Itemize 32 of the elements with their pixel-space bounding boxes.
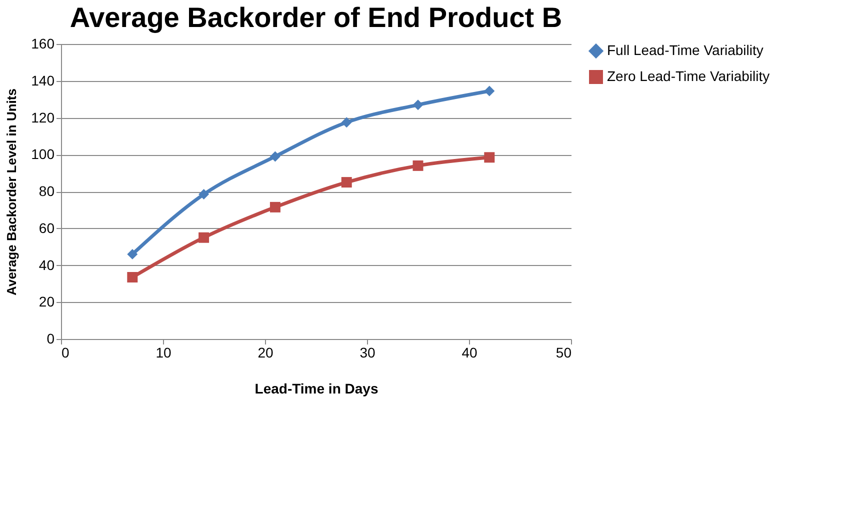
point [270,151,280,162]
point [127,248,138,260]
point [341,117,352,128]
x-tick-label: 40 [462,344,478,360]
x-tick-label: 0 [62,344,70,360]
legend-label: Zero Lead-Time Variability [607,68,770,84]
y-tick-label: 160 [31,36,55,52]
x-tick-label: 10 [156,344,172,360]
point [412,160,424,171]
chart-title: Average Backorder of End Product B [70,2,562,33]
y-tick-label: 120 [31,109,55,126]
y-tick-label: 20 [38,294,55,310]
point [198,189,210,200]
y-tick-label: 100 [31,146,55,162]
x-tick-label: 50 [556,344,572,360]
legend-label: Full Lead-Time Variability [607,42,764,58]
point [412,100,424,110]
y-tick-label: 40 [38,256,55,273]
y-tick-label: 0 [46,330,55,346]
point [127,272,138,282]
y-tick-label: 140 [31,72,55,88]
y-tick-label: 80 [38,183,55,199]
x-tick-label: 20 [258,344,274,360]
y-tick-label: 60 [38,220,55,236]
point [270,202,280,212]
point [484,86,495,96]
point [341,177,352,188]
point [484,152,495,163]
x-axis-title: Lead-Time in Days [254,380,378,396]
point [198,232,210,243]
x-tick-label: 30 [360,344,376,360]
y-axis-title: Average Backorder Level in Units [4,88,20,296]
